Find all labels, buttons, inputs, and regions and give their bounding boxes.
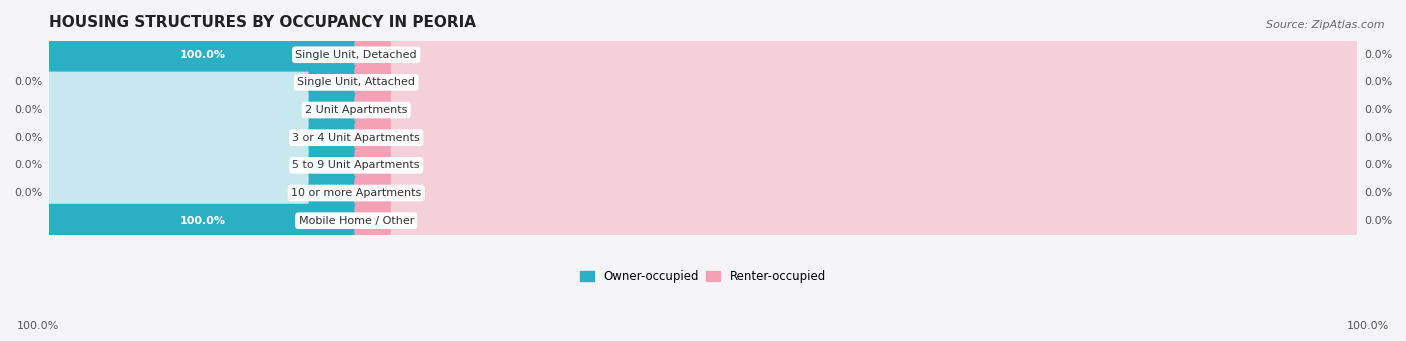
FancyBboxPatch shape bbox=[308, 148, 359, 182]
Text: 3 or 4 Unit Apartments: 3 or 4 Unit Apartments bbox=[292, 133, 420, 143]
FancyBboxPatch shape bbox=[308, 121, 359, 154]
Text: 100.0%: 100.0% bbox=[1347, 321, 1389, 331]
Text: 0.0%: 0.0% bbox=[14, 160, 42, 170]
FancyBboxPatch shape bbox=[354, 93, 391, 127]
FancyBboxPatch shape bbox=[46, 176, 359, 210]
FancyBboxPatch shape bbox=[354, 176, 391, 210]
FancyBboxPatch shape bbox=[354, 176, 1360, 210]
FancyBboxPatch shape bbox=[354, 121, 391, 154]
FancyBboxPatch shape bbox=[46, 38, 359, 72]
FancyBboxPatch shape bbox=[354, 65, 1360, 99]
Text: 0.0%: 0.0% bbox=[1364, 160, 1392, 170]
Text: 0.0%: 0.0% bbox=[1364, 133, 1392, 143]
FancyBboxPatch shape bbox=[46, 204, 359, 238]
Text: 0.0%: 0.0% bbox=[14, 105, 42, 115]
FancyBboxPatch shape bbox=[49, 124, 1357, 151]
Text: 0.0%: 0.0% bbox=[14, 77, 42, 87]
Text: 0.0%: 0.0% bbox=[1364, 77, 1392, 87]
Text: Single Unit, Attached: Single Unit, Attached bbox=[297, 77, 415, 87]
FancyBboxPatch shape bbox=[308, 93, 359, 127]
Text: Mobile Home / Other: Mobile Home / Other bbox=[298, 216, 413, 226]
FancyBboxPatch shape bbox=[46, 148, 359, 182]
FancyBboxPatch shape bbox=[354, 38, 391, 72]
Text: 100.0%: 100.0% bbox=[180, 216, 225, 226]
Text: Source: ZipAtlas.com: Source: ZipAtlas.com bbox=[1267, 20, 1385, 30]
Text: 0.0%: 0.0% bbox=[14, 133, 42, 143]
Text: 0.0%: 0.0% bbox=[1364, 105, 1392, 115]
FancyBboxPatch shape bbox=[354, 204, 1360, 238]
FancyBboxPatch shape bbox=[49, 41, 1357, 69]
Text: Single Unit, Detached: Single Unit, Detached bbox=[295, 50, 418, 60]
FancyBboxPatch shape bbox=[354, 121, 1360, 154]
FancyBboxPatch shape bbox=[49, 179, 1357, 207]
FancyBboxPatch shape bbox=[354, 65, 391, 99]
Text: HOUSING STRUCTURES BY OCCUPANCY IN PEORIA: HOUSING STRUCTURES BY OCCUPANCY IN PEORI… bbox=[49, 15, 475, 30]
Text: 0.0%: 0.0% bbox=[14, 188, 42, 198]
Text: 0.0%: 0.0% bbox=[1364, 216, 1392, 226]
FancyBboxPatch shape bbox=[354, 38, 1360, 72]
Text: 10 or more Apartments: 10 or more Apartments bbox=[291, 188, 422, 198]
Legend: Owner-occupied, Renter-occupied: Owner-occupied, Renter-occupied bbox=[579, 270, 827, 283]
FancyBboxPatch shape bbox=[46, 204, 359, 238]
Text: 100.0%: 100.0% bbox=[180, 50, 225, 60]
Text: 0.0%: 0.0% bbox=[1364, 188, 1392, 198]
FancyBboxPatch shape bbox=[354, 93, 1360, 127]
FancyBboxPatch shape bbox=[354, 148, 1360, 182]
FancyBboxPatch shape bbox=[46, 93, 359, 127]
Text: 2 Unit Apartments: 2 Unit Apartments bbox=[305, 105, 408, 115]
FancyBboxPatch shape bbox=[49, 96, 1357, 124]
FancyBboxPatch shape bbox=[49, 207, 1357, 235]
FancyBboxPatch shape bbox=[354, 204, 391, 238]
Text: 0.0%: 0.0% bbox=[1364, 50, 1392, 60]
FancyBboxPatch shape bbox=[46, 121, 359, 154]
FancyBboxPatch shape bbox=[46, 65, 359, 99]
FancyBboxPatch shape bbox=[308, 176, 359, 210]
FancyBboxPatch shape bbox=[46, 38, 359, 72]
FancyBboxPatch shape bbox=[49, 69, 1357, 96]
Text: 100.0%: 100.0% bbox=[17, 321, 59, 331]
FancyBboxPatch shape bbox=[49, 151, 1357, 179]
FancyBboxPatch shape bbox=[308, 65, 359, 99]
Text: 5 to 9 Unit Apartments: 5 to 9 Unit Apartments bbox=[292, 160, 420, 170]
FancyBboxPatch shape bbox=[354, 148, 391, 182]
